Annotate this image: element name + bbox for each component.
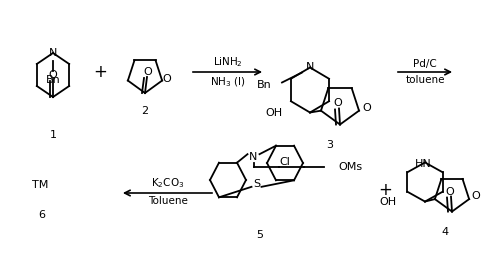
Text: O: O [48,70,58,80]
Text: Cl: Cl [279,157,290,167]
Text: OMs: OMs [338,162,362,172]
Text: N: N [250,152,258,162]
Text: 1: 1 [50,130,56,140]
Text: 2: 2 [142,106,148,116]
Text: O: O [144,67,152,77]
Text: Bn: Bn [257,80,272,90]
Text: 5: 5 [256,230,264,240]
Text: OH: OH [380,197,397,206]
Text: O: O [162,74,172,84]
Text: Toluene: Toluene [148,196,188,206]
Text: 4: 4 [442,227,448,237]
Text: Bn: Bn [46,75,60,85]
Text: HN: HN [414,159,432,169]
Text: 6: 6 [38,210,46,220]
Text: 3: 3 [326,140,334,150]
Text: LiNH$_2$: LiNH$_2$ [212,55,242,69]
Text: NH$_3$ (l): NH$_3$ (l) [210,75,246,88]
Text: OH: OH [265,108,282,117]
Text: +: + [378,181,392,199]
Text: O: O [362,103,372,113]
Text: N: N [49,48,57,58]
Text: O: O [446,187,454,197]
Text: S: S [253,179,260,189]
Text: N: N [306,62,314,73]
Text: TM: TM [32,180,48,190]
Text: K$_2$CO$_3$: K$_2$CO$_3$ [151,176,184,190]
Text: Pd/C: Pd/C [413,59,437,69]
Text: O: O [334,98,342,109]
Text: toluene: toluene [405,75,445,85]
Text: +: + [93,63,107,81]
Text: O: O [472,191,480,201]
